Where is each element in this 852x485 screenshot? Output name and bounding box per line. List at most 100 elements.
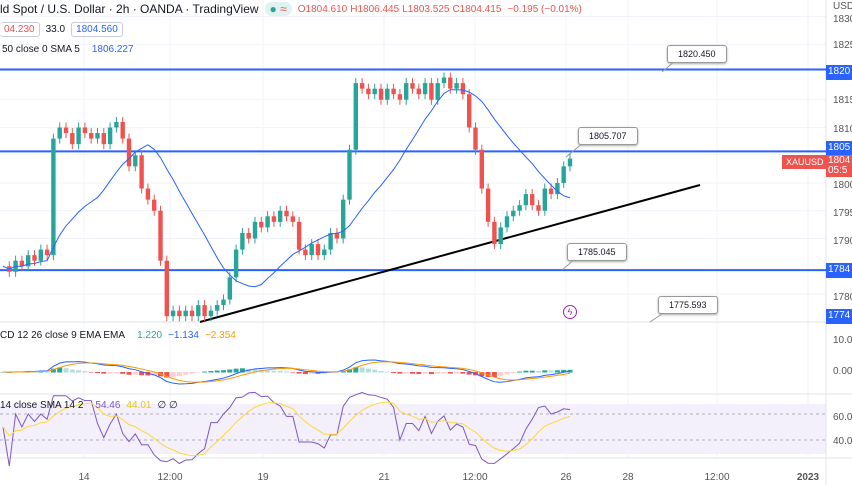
macd-histogram-bar [76, 370, 82, 373]
candle-body [422, 83, 428, 95]
ohlc-high: H1806.445 [350, 3, 400, 15]
macd-histogram-bar [529, 370, 535, 373]
macd-histogram-bar [422, 372, 428, 374]
macd-histogram-bar [252, 368, 258, 373]
macd-histogram-bar [189, 372, 195, 374]
macd-histogram-bar [561, 369, 567, 373]
candle-body [372, 88, 377, 95]
macd-signal-line [2, 361, 571, 383]
candle-body [259, 221, 264, 228]
candle-body [315, 244, 321, 256]
candle-body [158, 210, 163, 261]
currency-label[interactable]: USD [833, 1, 852, 12]
callout-label[interactable]: 1805.707 [578, 127, 638, 145]
level-tag: 1784 [826, 263, 852, 278]
candle-body [404, 83, 409, 100]
candle-body [504, 216, 510, 228]
sma-value: 1806.227 [91, 44, 134, 55]
macd-label[interactable]: CD 12 26 close 9 EMA EMA [0, 330, 126, 341]
candle-body [410, 83, 415, 89]
candle-body [378, 88, 384, 100]
macd-histogram-bar [221, 370, 226, 373]
candle-body [530, 194, 535, 206]
macd-histogram-bar [195, 372, 201, 373]
candle-body [473, 127, 478, 150]
macd-histogram-bar [271, 370, 277, 373]
macd-histogram-bar [95, 372, 100, 374]
rsi-tick: 40.00 [833, 436, 852, 447]
rsi-value: 54.46 [95, 400, 121, 411]
candle-body [460, 83, 466, 95]
macd-histogram-bar [151, 372, 157, 376]
macd-histogram-bar [353, 367, 359, 373]
candle-body [511, 210, 516, 217]
lightning-icon[interactable]: ϟ [563, 305, 577, 319]
candle-body [246, 232, 251, 239]
macd-histogram-bar [290, 372, 296, 373]
candle-body [542, 188, 547, 211]
rsi-tick: 60.00 [833, 412, 852, 423]
macd-histogram-bar [391, 372, 397, 373]
candle-body [448, 77, 453, 89]
time-tick: 26 [560, 472, 572, 483]
candle-body [385, 88, 390, 100]
candle-body [126, 138, 132, 167]
candle-body [555, 183, 560, 195]
macd-histogram-bar [164, 372, 170, 378]
macd-signal-value: −2.354 [204, 330, 236, 341]
candle-body [82, 127, 88, 134]
macd-histogram-bar [460, 372, 466, 374]
macd-histogram-bar [183, 372, 189, 375]
sell-button[interactable]: 04.230 [0, 22, 40, 37]
macd-histogram-bar [82, 371, 88, 373]
candle-body [38, 249, 43, 261]
candle-body [189, 310, 195, 317]
candle-body [233, 249, 239, 278]
level-tag: 1774 [826, 309, 852, 324]
rsi-band [0, 404, 826, 454]
sma-line [2, 89, 571, 288]
time-tick: 28 [622, 472, 634, 483]
candle-body [145, 188, 151, 200]
rsi-extra: ∅ ∅ [157, 400, 178, 411]
ohlc-low: L1803.525 [402, 3, 450, 15]
macd-histogram-bar [139, 372, 145, 376]
candle-body [89, 133, 94, 139]
buy-button[interactable]: 1804.560 [71, 22, 123, 37]
price-tick: 1790 [833, 236, 852, 247]
macd-histogram-bar [38, 371, 44, 373]
candle-body [196, 305, 201, 317]
ohlc-open: O1804.610 [297, 3, 348, 15]
candle-body [133, 155, 138, 167]
callout-label[interactable]: 1785.045 [567, 243, 627, 261]
macd-histogram-bar [315, 372, 321, 374]
macd-histogram-bar [403, 372, 409, 374]
candle-body [183, 310, 188, 317]
candle-body [429, 83, 434, 100]
macd-histogram-bar [347, 369, 352, 373]
price-tick: 1830 [833, 14, 852, 25]
price-tick: 1780 [833, 292, 852, 303]
candle-body [485, 188, 491, 222]
rsi-label[interactable]: 14 close SMA 14 2 [0, 400, 84, 411]
candle-body [57, 127, 62, 139]
level-tag: 1820 [826, 65, 852, 80]
time-tick: 12:00 [704, 472, 730, 483]
callout-label[interactable]: 1820.450 [667, 45, 727, 63]
candle-body [101, 133, 106, 145]
macd-histogram-bar [554, 370, 560, 373]
legend-title: ld Spot / U.S. Dollar · 2h · OANDA · Tra… [0, 2, 582, 16]
market-status-icon[interactable]: ● ≈ [264, 2, 292, 16]
macd-histogram-bar [466, 372, 472, 375]
macd-histogram-bar [517, 371, 523, 373]
candle-body [208, 310, 214, 317]
callout-label[interactable]: 1775.593 [658, 296, 718, 314]
sma-label[interactable]: 50 close 0 SMA 5 [2, 44, 80, 55]
macd-tick: 10.00 [833, 335, 852, 346]
time-tick: 14 [78, 472, 90, 483]
macd-histogram-bar [523, 370, 529, 373]
macd-histogram-bar [88, 372, 94, 373]
candle-body [107, 127, 113, 145]
bar-countdown: 05:5 [828, 165, 848, 176]
